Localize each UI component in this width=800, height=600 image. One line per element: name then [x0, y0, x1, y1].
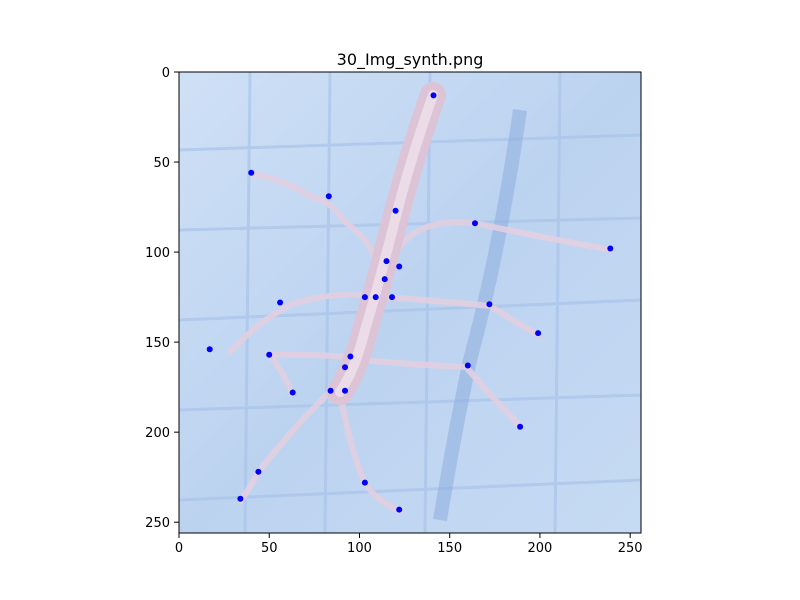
keypoint-11: [389, 294, 395, 301]
keypoint-19: [342, 364, 348, 371]
image-panel: [179, 72, 641, 533]
keypoint-10: [372, 294, 379, 301]
x-tick-label-1: 50: [261, 541, 278, 556]
y-tick-label-0: 0: [162, 66, 170, 81]
x-tick-label-4: 200: [528, 541, 553, 556]
keypoint-18: [464, 362, 471, 369]
keypoint-8: [381, 276, 388, 283]
keypoint-3: [392, 207, 399, 214]
keypoint-26: [237, 495, 244, 502]
keypoint-1: [248, 169, 255, 176]
keypoint-15: [206, 346, 213, 353]
keypoint-6: [383, 258, 390, 265]
keypoint-13: [486, 301, 493, 308]
keypoint-14: [535, 330, 542, 337]
chart-title: 30_Img_synth.png: [337, 50, 484, 70]
y-tick-label-1: 50: [153, 156, 170, 171]
x-tick-label-5: 250: [618, 541, 643, 556]
y-tick-label-4: 200: [145, 426, 170, 441]
keypoint-25: [361, 479, 368, 486]
brick-texture: [179, 72, 641, 533]
keypoint-0: [430, 92, 437, 99]
insect-shadow: [433, 109, 527, 522]
x-tick-label-2: 100: [347, 541, 372, 556]
keypoint-4: [472, 220, 478, 227]
keypoint-23: [517, 423, 524, 430]
x-tick-label-3: 150: [437, 541, 462, 556]
keypoint-9: [361, 294, 368, 301]
keypoint-21: [342, 387, 348, 394]
keypoint-27: [396, 506, 403, 513]
keypoint-7: [396, 263, 403, 270]
plot-frame: [178, 71, 642, 534]
keypoint-17: [347, 353, 354, 360]
keypoint-16: [266, 351, 273, 358]
keypoint-12: [277, 299, 284, 306]
keypoint-2: [325, 193, 332, 200]
keypoint-5: [607, 245, 614, 252]
keypoint-24: [255, 468, 262, 475]
x-tick-label-0: 0: [175, 541, 183, 556]
y-tick-label-2: 100: [145, 246, 170, 261]
scatter-points: [206, 92, 614, 513]
x-axis: 0 50 100 150 200 250: [175, 533, 643, 556]
y-tick-label-5: 250: [145, 516, 170, 531]
y-axis: 0 50 100 150 200 250: [145, 66, 179, 531]
keypoint-20: [327, 387, 334, 394]
keypoint-22: [289, 389, 296, 396]
y-tick-label-3: 150: [145, 336, 170, 351]
